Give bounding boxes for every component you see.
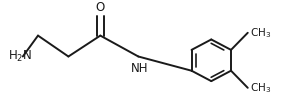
Text: NH: NH <box>131 62 149 75</box>
Text: CH$_3$: CH$_3$ <box>250 26 271 40</box>
Text: O: O <box>96 1 105 14</box>
Text: H$_2$N: H$_2$N <box>8 49 32 64</box>
Text: CH$_3$: CH$_3$ <box>250 81 271 95</box>
